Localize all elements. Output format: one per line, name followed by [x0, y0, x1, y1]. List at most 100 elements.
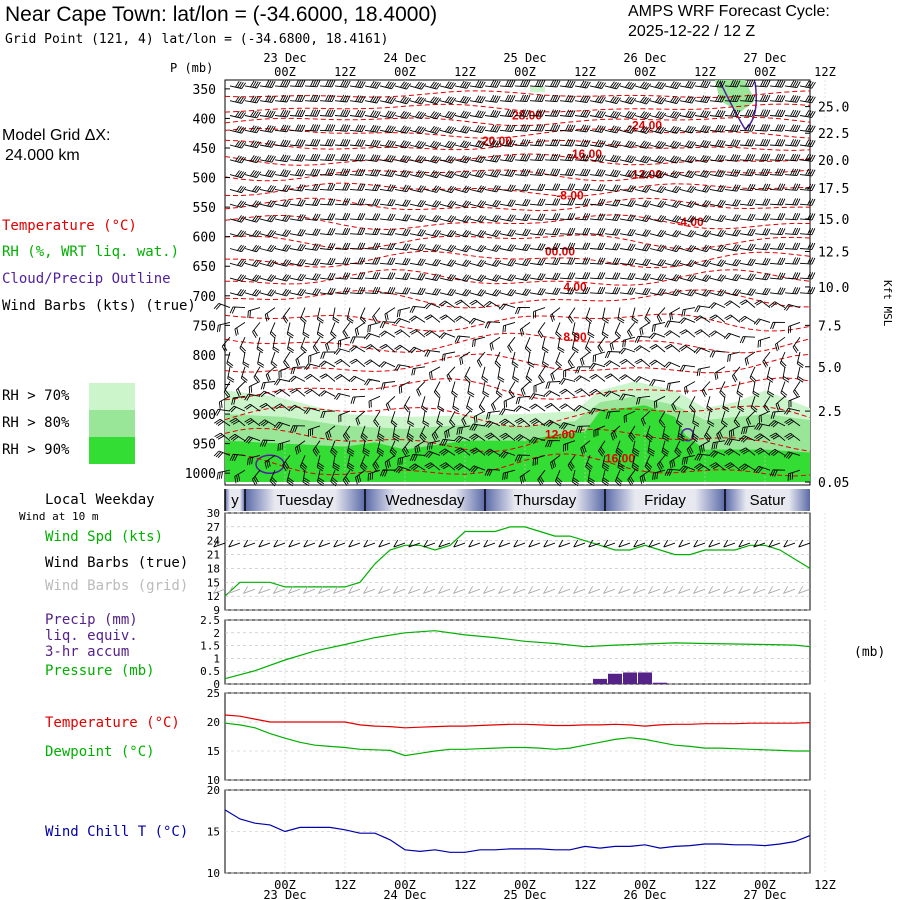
wind-barb-392 [259, 229, 277, 238]
wind-barb-447 [499, 244, 516, 252]
wind-barb-290 [484, 184, 501, 193]
wind-barb-463 [739, 243, 756, 251]
wind-barb-888 [675, 410, 683, 428]
wind-barb-980 [299, 455, 308, 472]
wind-barb-675 [394, 329, 411, 338]
wind-barb-918 [529, 418, 546, 427]
wind-barb-623 [783, 303, 801, 311]
wind-barb-238 [289, 168, 306, 177]
wind-barb-27 [634, 81, 652, 90]
wind-barb-779 [796, 366, 804, 383]
wind-barb-610 [602, 307, 610, 324]
wind-barb-694 [679, 329, 696, 338]
wind-barb-829 [368, 395, 381, 409]
wind-barb-585 [213, 302, 231, 310]
wind-barb-774 [714, 366, 726, 380]
wind-barb-73 [739, 94, 756, 102]
wind-barb-148 [694, 125, 711, 133]
grid-wind-barb-16 [452, 586, 466, 595]
height-tick-5: 12.5 [818, 245, 849, 260]
forecast-cycle-label: AMPS WRF Forecast Cycle: [628, 3, 830, 20]
legend-wind10: Wind at 10 m [19, 510, 99, 523]
wind-barb-606 [532, 307, 546, 319]
wind-barb-64 [604, 96, 621, 105]
bottom-time-tick-6: 00Z [634, 878, 656, 892]
wind-barb-14 [439, 81, 456, 90]
wind-barb-698 [739, 336, 756, 344]
wind-barb-638 [424, 314, 441, 323]
legend-rh70-swatch [89, 383, 135, 410]
windchill-panel-frame [224, 789, 811, 874]
wind-barb-126 [364, 124, 381, 133]
wind-barb-794 [433, 381, 441, 398]
wind-barb-492 [589, 257, 606, 265]
precip-panel-ytick-1: 0.5 [200, 665, 220, 678]
wind-barb-1007 [694, 453, 711, 461]
wind-barb-444 [454, 244, 472, 253]
wind-barb-753 [394, 364, 411, 372]
wind-barb-669 [312, 336, 321, 354]
wind-barb-903 [307, 425, 321, 437]
wind-barb-471 [274, 259, 291, 267]
wind-barb-139 [559, 124, 576, 132]
wind-barb-365 [439, 215, 457, 223]
pressure-tick-600: 600 [193, 231, 216, 246]
wind-barb-461 [709, 244, 726, 252]
wind-barb-37 [784, 80, 801, 89]
wind-barb-452 [574, 242, 591, 250]
legend-rh90-swatch [89, 437, 135, 464]
wind-barb-801 [533, 381, 546, 394]
wind-barb-795 [451, 381, 459, 398]
wind-barb-170 [439, 140, 457, 149]
wind-barb-286 [424, 185, 442, 193]
wind-barb-200 [304, 153, 321, 162]
wind-barb-52 [424, 96, 442, 105]
pressure-tick-400: 400 [193, 112, 216, 127]
wind-barb-785 [288, 375, 306, 383]
windchill-panel-ytick-0: 10 [207, 867, 220, 880]
wind-barb-955 [499, 432, 516, 442]
wind-barb-507 [229, 274, 247, 282]
wind-barb-473 [304, 258, 321, 266]
wind-barb-629 [302, 322, 310, 339]
wind-barb-730 [633, 345, 651, 353]
top-date-label-4: 27 Dec [743, 51, 786, 65]
wind-barb-296 [574, 183, 591, 191]
wind-barb-84 [319, 109, 336, 117]
wind-barb-222 [634, 155, 652, 164]
wind-barb-930 [716, 425, 726, 441]
wind-barb-330 [499, 199, 516, 207]
wind-barb-51 [409, 96, 427, 105]
wind-barb-1023 [354, 469, 366, 485]
wind-barb-1036 [554, 470, 563, 487]
wind-barb-673 [363, 332, 381, 340]
wind-barb-667 [287, 337, 295, 354]
wind-barb-314 [259, 199, 276, 208]
temperature-contour-17 [224, 377, 811, 401]
wind-barb-276 [274, 184, 291, 193]
wind-barb-206 [394, 154, 411, 163]
wind-barb-182 [619, 140, 636, 149]
wind-barb-279 [319, 183, 336, 191]
precip-panel-ytick-4: 2 [213, 627, 220, 640]
wind-barb-843 [574, 388, 591, 397]
wind-barb-345 [724, 199, 741, 207]
wind-barb-173 [484, 139, 501, 148]
wind-barb-549 [274, 288, 292, 297]
temp-panel-ytick-2: 20 [207, 716, 220, 729]
wind-barb-430 [244, 244, 262, 253]
wind-barb-978 [264, 455, 276, 470]
wind-barb-349 [784, 198, 801, 206]
wind-barb-220 [604, 154, 621, 163]
wind-barb-598 [409, 305, 426, 314]
temperature-contour-4 [224, 139, 811, 151]
wind-barb-2 [259, 80, 276, 88]
wind-barb-770 [649, 359, 666, 368]
wind-barb-988 [409, 454, 426, 462]
wind-barb-566 [529, 287, 546, 296]
wind-barb-614 [656, 307, 666, 324]
weekday-label-3: Thursday [514, 492, 577, 509]
wind-barb-565 [514, 288, 531, 296]
wind-barb-395 [304, 228, 321, 236]
wind-barb-378 [634, 214, 651, 223]
